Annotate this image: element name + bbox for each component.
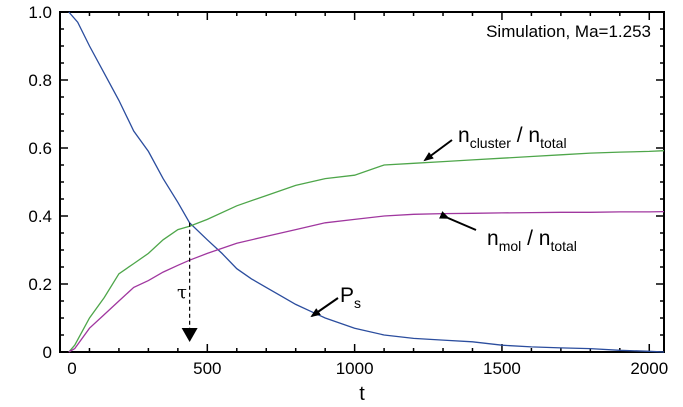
y-tick-label: 0.8: [28, 71, 52, 90]
y-tick-label: 0.4: [28, 207, 52, 226]
ticks: [60, 11, 664, 353]
x-tick-label: 500: [193, 359, 221, 378]
mol-label-arrow: [439, 211, 477, 231]
mol-series-label: nmol / ntotal: [487, 227, 577, 254]
cluster-label-arrow: [423, 139, 453, 162]
cluster-series-label: ncluster / ntotal: [458, 124, 567, 151]
x-tick-label-zero: 0: [67, 359, 76, 378]
mol-line: [68, 210, 665, 353]
y-tick-label: 0: [43, 343, 52, 362]
ps-line: [68, 11, 665, 353]
y-tick-label: 1.0: [28, 3, 52, 22]
y-tick-label: 0.6: [28, 139, 52, 158]
x-tick-label: 1500: [483, 359, 521, 378]
ps-label-arrow: [310, 297, 339, 318]
x-axis-label: t: [359, 383, 365, 405]
plot-frame: [59, 11, 665, 353]
simulation-annotation: Simulation, Ma=1.253: [486, 22, 651, 41]
series-lines: [68, 11, 665, 353]
tick-labels: 500 1000 1500 2000 00 0.2 0.4 0.6 0.8 1.0: [28, 3, 668, 378]
x-tick-label: 2000: [630, 359, 668, 378]
y-tick-label: 0.2: [28, 275, 52, 294]
cluster-line: [68, 150, 665, 353]
tau-label: τ: [177, 282, 187, 303]
ps-series-label: Ps: [340, 284, 361, 311]
x-tick-label: 1000: [336, 359, 374, 378]
